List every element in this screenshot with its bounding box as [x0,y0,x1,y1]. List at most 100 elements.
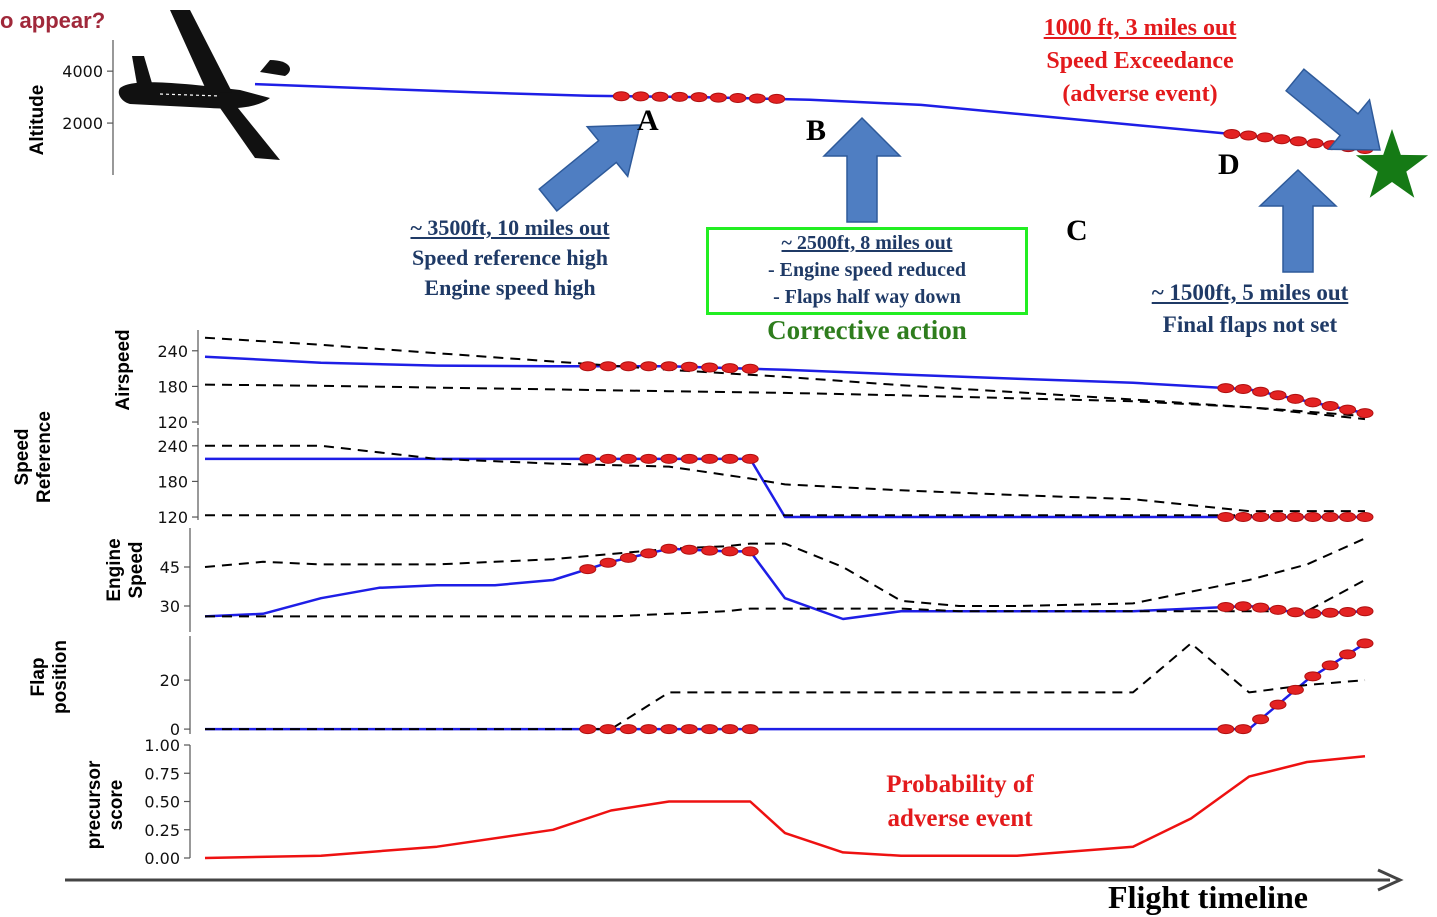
airspeed-highlight-marker [1217,383,1235,394]
speed-reference-threshold-line [205,444,1365,513]
engine-speed-highlight-marker [579,564,597,575]
engine-speed-highlight-marker [599,557,617,568]
airspeed-highlight-marker [619,361,637,372]
annotation-c-line2: Final flaps not set [1162,312,1338,337]
altitude-tick-label: 2000 [62,114,103,133]
airspeed-series-line [204,355,1366,415]
precursor-score-tick-label: 1.00 [144,736,180,755]
airspeed-highlight-marker [1252,386,1270,397]
precursor-score-label-text: precursor score [84,760,127,850]
altitude-highlight-marker [1256,132,1274,143]
airspeed-highlight-marker [1304,397,1322,408]
speed-reference-panel: 120 180 240 [157,428,1374,527]
altitude-highlight-marker [1273,134,1291,145]
speed-reference-highlight-marker [1217,512,1235,522]
altitude-highlight-marker [768,93,786,104]
speed-reference-highlight-marker [640,453,658,464]
precursor-score-panel: 0.00 0.25 0.50 0.75 1.00 [144,736,1366,868]
speed-reference-tick-label: 240 [157,437,188,456]
flap-position-highlight-marker [599,724,617,735]
engine-speed-highlight-marker [1321,607,1339,618]
airspeed-tick-label: 240 [157,342,188,361]
speed-reference-highlight-marker [599,453,617,464]
flap-position-highlight-marker [1339,649,1357,660]
arrow-icon-b [822,116,902,223]
speed-reference-axis-label: Speed Reference [12,402,56,512]
header-fragment: o appear? [0,8,106,33]
point-letter-a: A [637,104,659,137]
speed-reference-highlight-marker [1356,512,1374,522]
speed-reference-highlight-marker [579,453,597,464]
flap-position-highlight-marker [1252,714,1270,725]
airspeed-highlight-marker [660,361,678,372]
speed-reference-tick-label: 120 [157,508,188,527]
point-letter-d: D [1218,148,1240,181]
engine-speed-highlight-marker [1234,601,1252,612]
annotation-a: ~ 3500ft, 10 miles out Speed reference h… [360,213,660,303]
speed-reference-highlight-marker [1286,512,1304,522]
annotation-b-line2: - Engine speed reduced [768,259,966,281]
precursor-score-axis-label: precursor score [84,750,128,860]
annotation-b-line3: - Flaps half way down [773,286,961,308]
annotation-b: ~ 2500ft, 8 miles out - Engine speed red… [706,230,1028,311]
flap-position-tick-label: 20 [160,671,180,690]
annotation-a-line1: ~ 3500ft, 10 miles out [410,215,610,240]
airspeed-axis-label: Airspeed [113,329,134,411]
airspeed-highlight-marker [1339,404,1357,415]
engine-speed-highlight-marker [680,544,698,555]
annotation-a-line3: Engine speed high [424,275,596,300]
adverse-event-annotation: 1000 ft, 3 miles out Speed Exceedance (a… [990,12,1290,111]
precursor-score-tick-label: 0.00 [144,849,180,868]
speed-reference-highlight-marker [721,453,739,464]
engine-speed-threshold-line [205,579,1366,618]
engine-speed-highlight-marker [701,545,719,556]
engine-speed-highlight-marker [721,546,739,557]
flap-position-highlight-marker [1269,699,1287,710]
airspeed-panel: 120 180 240 [157,330,1374,432]
precursor-score-tick-label: 0.75 [144,764,180,783]
flight-timeline-label: Flight timeline [1108,879,1308,915]
flap-position-highlight-marker [1321,660,1339,671]
flap-position-highlight-marker [1286,684,1304,695]
airspeed-highlight-marker [741,363,759,374]
speed-reference-highlight-marker [741,453,759,464]
adverse-event-line3: (adverse event) [1062,81,1218,107]
altitude-series-line [254,82,1366,151]
airspeed-highlight-marker [701,362,719,373]
speed-reference-highlight-marker [660,453,678,464]
flap-position-series-line [205,642,1366,731]
annotation-b-line1: ~ 2500ft, 8 miles out [781,232,953,254]
airspeed-tick-label: 180 [157,377,188,396]
flap-position-highlight-marker [1234,724,1252,735]
flap-position-highlight-marker [579,724,597,735]
airplane-windows [159,93,221,97]
altitude-highlight-marker [612,91,630,102]
corrective-action-caption: Corrective action [767,315,967,345]
flap-position-panel: 0 20 [160,636,1374,739]
airspeed-highlight-marker [1321,401,1339,411]
speed-reference-tick-label: 180 [157,472,188,491]
altitude-highlight-marker [709,92,727,103]
engine-speed-tick-label: 45 [160,558,180,577]
airspeed-highlight-marker [1234,384,1252,394]
airspeed-highlight-marker [640,361,658,372]
speed-reference-highlight-marker [701,453,719,464]
engine-speed-highlight-marker [619,552,637,563]
engine-speed-label-text: Engine Speed [104,538,147,602]
speed-reference-highlight-marker [1304,512,1322,522]
altitude-highlight-marker [690,92,708,103]
altitude-highlight-marker [729,93,747,103]
airspeed-threshold-line [204,383,1366,418]
speed-reference-highlight-marker [1321,512,1339,522]
engine-speed-highlight-marker [1304,608,1322,619]
arrow-icon-event [1285,68,1381,151]
precursor-score-tick-label: 0.50 [144,793,180,812]
adverse-event-line2: Speed Exceedance [1046,48,1234,74]
flap-position-axis-label: Flap position [28,632,72,722]
corrective-action-box [706,227,1028,315]
adverse-event-line1: 1000 ft, 3 miles out [1043,15,1237,41]
altitude-highlight-marker [1223,129,1241,139]
altitude-axis-label: Altitude [27,84,48,156]
airspeed-highlight-marker [599,361,617,372]
